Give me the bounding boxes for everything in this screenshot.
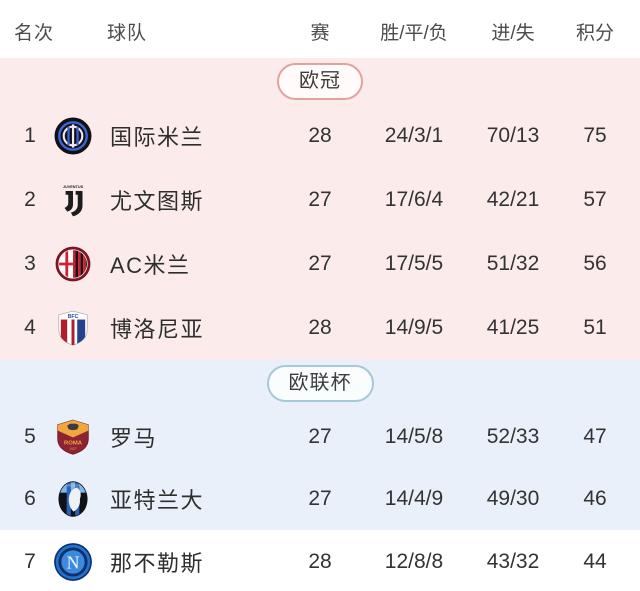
win-draw-loss-value: 14/5/8: [384, 425, 444, 448]
napoli-logo: N: [52, 541, 94, 583]
win-draw-loss-value: 14/9/5: [384, 316, 444, 339]
table-row-2[interactable]: 2 JUVENTUS 尤文图斯 27 17/6/4 42/21 57: [0, 168, 640, 232]
champions-league-badge: 欧冠: [277, 62, 363, 100]
rank-value: 7: [24, 550, 36, 573]
win-draw-loss-value: 24/3/1: [384, 124, 444, 147]
header-team: 球队: [107, 23, 148, 44]
goals-for-against-value: 41/25: [486, 316, 540, 339]
header-points: 积分: [575, 23, 614, 44]
win-draw-loss-value: 12/8/8: [384, 550, 444, 573]
section-badge-row: 欧冠: [0, 58, 640, 104]
header-wdl: 胜/平/负: [380, 23, 448, 44]
svg-text:JUVENTUS: JUVENTUS: [63, 185, 84, 189]
rank-value: 5: [24, 425, 36, 448]
team-name: 尤文图斯: [110, 189, 205, 214]
team-name: 那不勒斯: [110, 551, 205, 576]
table-row-3[interactable]: 3 AC米兰 27 17/5/5 51/32 56: [0, 232, 640, 296]
section-champions-league: 欧冠 1 国际米兰 28 24/3/1 70/13 75 2 JUVENTUS …: [0, 58, 640, 360]
played-value: 27: [308, 487, 332, 510]
team-name: 博洛尼亚: [110, 317, 205, 342]
header-gfga: 进/失: [491, 23, 535, 44]
goals-for-against-value: 52/33: [486, 425, 540, 448]
played-value: 27: [308, 252, 332, 275]
table-row-7[interactable]: 7 N 那不勒斯 28 12/8/8 43/32 44: [0, 530, 640, 591]
team-name: 国际米兰: [110, 125, 205, 150]
points-value: 46: [583, 487, 607, 510]
points-value: 56: [583, 252, 607, 275]
juventus-logo: JUVENTUS: [52, 179, 94, 221]
played-value: 27: [308, 425, 332, 448]
played-value: 27: [308, 188, 332, 211]
section-badge-row: 欧联杯: [0, 360, 640, 406]
points-value: 47: [583, 425, 607, 448]
goals-for-against-value: 70/13: [486, 124, 540, 147]
played-value: 28: [308, 550, 332, 573]
rank-value: 2: [24, 188, 36, 211]
team-name: 亚特兰大: [110, 488, 205, 513]
rank-value: 3: [24, 252, 36, 275]
table-row-6[interactable]: 6 ATALANTA 亚特兰大 27 14/4/9 49/30 46: [0, 468, 640, 530]
played-value: 28: [308, 124, 332, 147]
rank-value: 4: [24, 316, 36, 339]
goals-for-against-value: 49/30: [486, 487, 540, 510]
points-value: 51: [583, 316, 607, 339]
points-value: 75: [583, 124, 607, 147]
svg-text:ROMA: ROMA: [64, 440, 83, 446]
table-row-1[interactable]: 1 国际米兰 28 24/3/1 70/13 75: [0, 104, 640, 168]
europa-league-badge: 欧联杯: [266, 364, 374, 402]
atalanta-logo: ATALANTA: [52, 478, 94, 520]
roma-logo: ROMA 1927: [52, 416, 94, 458]
win-draw-loss-value: 17/6/4: [384, 188, 444, 211]
team-name: AC米兰: [110, 253, 191, 278]
ac-milan-logo: [52, 243, 94, 285]
section-no-europe: 7 N 那不勒斯 28 12/8/8 43/32 44: [0, 530, 640, 591]
header-rank: 名次: [14, 23, 55, 44]
played-value: 28: [308, 316, 332, 339]
inter-milan-logo: [52, 115, 94, 157]
section-europa-league: 欧联杯 5 ROMA 1927 罗马 27 14/5/8 52/33 47 6 A…: [0, 360, 640, 530]
bologna-logo: BFC: [52, 307, 94, 349]
table-header: 名次 球队 赛 胜/平/负 进/失 积分: [0, 0, 640, 58]
win-draw-loss-value: 14/4/9: [384, 487, 444, 510]
table-row-5[interactable]: 5 ROMA 1927 罗马 27 14/5/8 52/33 47: [0, 406, 640, 468]
rank-value: 1: [24, 124, 36, 147]
header-played: 赛: [310, 23, 330, 44]
team-name: 罗马: [110, 426, 158, 451]
svg-text:1927: 1927: [69, 447, 77, 451]
points-value: 57: [583, 188, 607, 211]
svg-text:BFC: BFC: [68, 314, 79, 320]
svg-text:N: N: [67, 553, 80, 573]
win-draw-loss-value: 17/5/5: [384, 252, 444, 275]
goals-for-against-value: 42/21: [486, 188, 540, 211]
svg-text:ATALANTA: ATALANTA: [66, 484, 81, 488]
rank-value: 6: [24, 487, 36, 510]
points-value: 44: [583, 550, 607, 573]
goals-for-against-value: 51/32: [486, 252, 540, 275]
table-row-4[interactable]: 4 BFC 博洛尼亚 28 14/9/5 41/25 51: [0, 296, 640, 360]
goals-for-against-value: 43/32: [486, 550, 540, 573]
